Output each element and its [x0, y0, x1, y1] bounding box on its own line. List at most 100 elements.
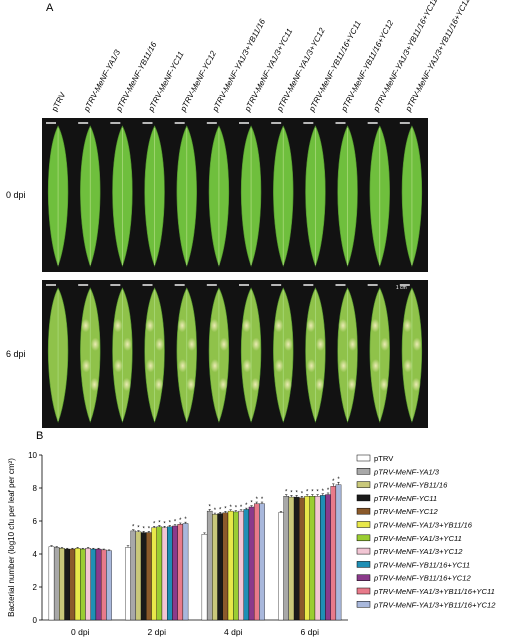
- significance-star: *: [143, 526, 146, 532]
- bar: [320, 495, 326, 621]
- bar: [64, 548, 70, 621]
- legend-label: pTRV-MeNF-YB11/16: [373, 481, 448, 490]
- legend-label: pTRV-MeNF-YA1/3+YB11/16: [373, 521, 473, 530]
- bar: [253, 503, 260, 621]
- bar: [227, 510, 234, 621]
- lesion: [218, 377, 228, 392]
- photo-background: [42, 118, 428, 272]
- bar: [288, 496, 295, 621]
- significance-star: *: [169, 520, 172, 526]
- bar: [278, 512, 284, 621]
- bar: [135, 531, 142, 621]
- lesion: [177, 318, 187, 333]
- significance-star: *: [306, 490, 309, 496]
- lesion: [250, 377, 260, 392]
- lesion: [209, 318, 219, 333]
- column-label: pTRV-MeNF-YA1/3+YB11/16: [210, 17, 267, 114]
- significance-star: *: [301, 491, 304, 497]
- legend-swatch: [356, 481, 371, 488]
- significance-star: *: [219, 507, 222, 513]
- legend-swatch: [356, 587, 371, 595]
- column-label: pTRV-MeNF-YC11: [146, 50, 186, 114]
- lesion: [145, 318, 155, 333]
- lesion: [146, 359, 156, 373]
- bar: [325, 494, 331, 621]
- bar: [125, 547, 131, 621]
- bar: [177, 524, 184, 621]
- lesion: [155, 337, 165, 351]
- significance-star: *: [250, 501, 253, 507]
- legend-swatch: [356, 494, 371, 502]
- significance-star: *: [245, 503, 248, 509]
- significance-star: *: [285, 490, 288, 496]
- bar: [74, 548, 81, 621]
- significance-star: *: [332, 479, 335, 485]
- lesion: [242, 318, 252, 333]
- lesion: [379, 377, 389, 392]
- lesion: [315, 337, 325, 351]
- significance-star: *: [290, 490, 293, 496]
- bar: [206, 510, 213, 621]
- bar: [80, 548, 86, 621]
- legend-label: pTRV-MeNF-YA1/3+YB11/16+YC12: [373, 600, 496, 609]
- lesion: [306, 359, 316, 373]
- bar: [130, 530, 137, 621]
- legend-label: pTRV-MeNF-YB11/16+YC11: [373, 560, 470, 569]
- column-label: pTRV-MeNF-YA1/3+YB11/16+YC11: [371, 0, 439, 114]
- legend-swatch: [356, 468, 371, 475]
- lesion: [403, 359, 413, 373]
- legend-label: pTRV-MeNF-YA1/3+YB11/16+YC11: [373, 587, 495, 596]
- bar: [304, 496, 310, 621]
- lesion: [187, 337, 197, 351]
- lesion: [411, 377, 421, 392]
- lesion: [306, 318, 316, 333]
- significance-star: *: [235, 506, 238, 512]
- significance-star: *: [148, 526, 151, 532]
- panel-b: 0 2 4 6 8 10 Bacterial number (log10 cfu per l…: [7, 451, 496, 637]
- legend-label: pTRV: [374, 454, 394, 463]
- bar: [95, 548, 102, 621]
- bar: [330, 486, 337, 621]
- lesion: [348, 337, 358, 351]
- scale-label: 1 cm: [396, 285, 407, 291]
- row-label: 6 dpi: [6, 349, 26, 359]
- legend-label: pTRV-MeNF-YA1/3+YC11: [373, 534, 462, 543]
- bar: [248, 506, 255, 621]
- bar: [314, 496, 321, 621]
- column-label: pTRV: [50, 90, 68, 113]
- lesion: [122, 377, 132, 392]
- legend-label: pTRV-MeNF-YA1/3: [373, 467, 440, 476]
- significance-star: *: [322, 489, 325, 495]
- y-tick-label: 4: [33, 550, 38, 559]
- bar: [259, 503, 265, 621]
- significance-star: *: [296, 490, 299, 496]
- lesion: [339, 359, 349, 373]
- lesion: [178, 359, 188, 373]
- bar: [238, 510, 244, 621]
- lesion: [186, 377, 196, 392]
- y-axis-title: Bacterial number (log10 cfu per leaf per…: [7, 458, 16, 617]
- bar: [140, 532, 147, 621]
- significance-star: *: [311, 490, 314, 496]
- bar: [69, 548, 76, 621]
- bar: [156, 526, 163, 621]
- legend-swatch: [356, 574, 371, 581]
- panel-a-letter: A: [46, 2, 54, 14]
- lesion: [274, 359, 284, 373]
- lesion: [81, 318, 91, 333]
- lesion: [219, 337, 229, 351]
- lesion: [380, 337, 390, 351]
- lesion: [154, 377, 164, 392]
- bar: [182, 523, 189, 621]
- significance-star: *: [179, 518, 182, 524]
- bar: [85, 548, 91, 621]
- bar: [151, 527, 157, 621]
- significance-star: *: [163, 521, 166, 527]
- bar: [53, 547, 60, 621]
- lesion: [89, 377, 100, 392]
- bar: [167, 526, 173, 621]
- legend-label: pTRV-MeNF-YB11/16+YC12: [373, 574, 471, 583]
- lesion: [347, 377, 357, 392]
